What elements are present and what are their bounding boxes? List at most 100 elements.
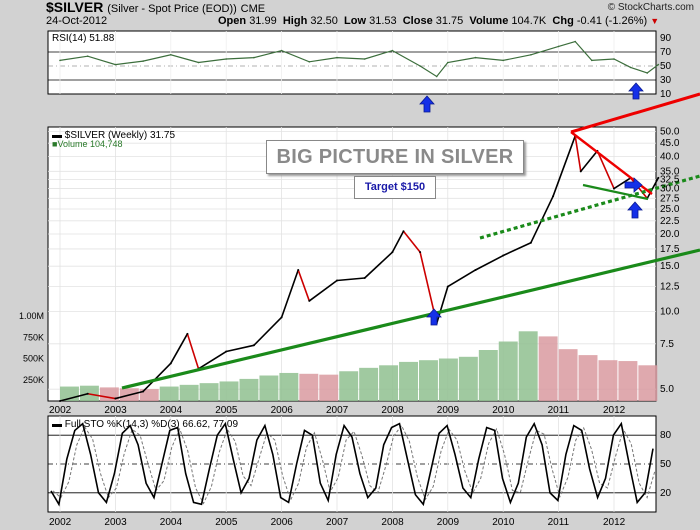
symbol: $SILVER	[46, 0, 104, 15]
rsi-tick-label: 30	[660, 75, 672, 86]
price-tick-label: 25.0	[660, 204, 680, 215]
volume-bar	[159, 386, 179, 401]
x-tick-label: 2002	[49, 405, 72, 416]
volume-bar	[538, 336, 558, 401]
price-segment	[186, 333, 200, 370]
price-point	[308, 299, 311, 302]
volume-tick-label: 250K	[23, 375, 44, 385]
price-segment	[115, 390, 144, 400]
rsi-point	[502, 59, 505, 62]
open-label: Open	[218, 15, 247, 27]
x-tick-label: 2010	[492, 405, 515, 416]
exchange: CME	[240, 3, 266, 15]
x-tick-label: 2012	[603, 405, 626, 416]
volume-bar	[578, 355, 598, 401]
price-point	[142, 390, 145, 393]
price-segment	[280, 269, 299, 318]
credit: © StockCharts.com	[607, 2, 694, 13]
volume-bar	[219, 381, 239, 401]
x-tick-label: 2006	[271, 517, 294, 528]
annotation-arrows	[419, 82, 644, 326]
dotted-support-trendline	[479, 174, 700, 240]
volume-bar	[638, 365, 658, 401]
x-tick-label: 2004	[160, 517, 183, 528]
volume-bar	[279, 372, 299, 401]
volume-bar	[199, 383, 219, 401]
x-tick-label: 2010	[492, 517, 515, 528]
volume-label: Volume	[469, 15, 509, 27]
price-point	[59, 400, 61, 402]
x-tick-label: 2011	[548, 517, 570, 528]
price-segment	[170, 333, 189, 364]
volume-bar	[379, 365, 399, 401]
volume-bar	[179, 384, 199, 401]
volume-bar	[598, 360, 618, 401]
rsi-point	[646, 72, 649, 74]
rsi-point	[280, 49, 283, 52]
volume-bar	[518, 331, 538, 401]
price-point	[613, 187, 615, 190]
price-point	[297, 268, 300, 271]
price-tick-label: 40.0	[660, 151, 680, 162]
rsi-tick-label: 10	[660, 89, 672, 100]
x-tick-label: 2009	[437, 517, 460, 528]
price-label: ▬ $SILVER (Weekly) 31.75	[52, 130, 175, 141]
stochastic-tick-label: 50	[660, 459, 672, 470]
price-segment	[646, 177, 660, 199]
price-segment	[253, 316, 283, 346]
rsi-point	[629, 66, 632, 69]
rsi-tick-label: 50	[660, 61, 672, 72]
rsi-point	[474, 56, 477, 59]
price-segment	[87, 392, 116, 400]
price-point	[252, 344, 255, 347]
price-point	[280, 316, 283, 319]
price-segment	[297, 269, 311, 302]
price-segment	[59, 392, 88, 402]
price-segment	[552, 135, 576, 197]
volume-bar	[139, 389, 159, 401]
x-tick-label: 2006	[271, 405, 294, 416]
price-segment	[336, 277, 365, 282]
rsi-point	[225, 58, 227, 60]
rsi-point	[253, 56, 255, 59]
rsi-up-arrow-icon	[628, 82, 644, 100]
x-tick-label: 2005	[215, 405, 238, 416]
stochastic-series	[50, 421, 656, 507]
x-tick-label: 2008	[381, 517, 404, 528]
rsi-point	[435, 75, 438, 78]
price-tick-label: 15.0	[660, 261, 680, 272]
price-point	[186, 332, 189, 335]
volume-tick-label: 500K	[23, 354, 44, 364]
volume-bar	[438, 358, 458, 401]
low-label: Low	[344, 15, 367, 27]
price-segment	[447, 269, 476, 288]
stochastic-tick-label: 80	[660, 430, 672, 441]
price-right-arrow-icon	[624, 177, 643, 193]
rsi-point	[557, 45, 560, 48]
high-value: 32.50	[310, 15, 338, 27]
price-point	[657, 176, 660, 179]
rsi-point	[613, 58, 615, 60]
rsi-series	[59, 40, 660, 78]
price-point	[86, 392, 89, 395]
high-label: High	[282, 15, 308, 27]
rsi-point	[114, 63, 117, 66]
price-point	[552, 195, 555, 198]
rsi-point	[336, 56, 338, 59]
volume-bar	[299, 373, 319, 401]
gridlines	[48, 31, 656, 512]
price-point	[391, 251, 394, 254]
price-segment	[142, 362, 172, 393]
price-segment	[402, 230, 421, 253]
price-point	[419, 251, 422, 254]
target-annotation: Target $150	[354, 176, 436, 199]
rsi-point	[419, 65, 421, 67]
price-tick-label: 27.5	[660, 193, 680, 204]
rsi-point	[86, 55, 89, 57]
volume-bar	[239, 378, 259, 401]
volume-bar	[458, 356, 478, 401]
rsi-point	[142, 60, 144, 62]
symbol-description: (Silver - Spot Price (EOD))	[107, 3, 237, 15]
x-tick-label: 2007	[326, 517, 349, 528]
